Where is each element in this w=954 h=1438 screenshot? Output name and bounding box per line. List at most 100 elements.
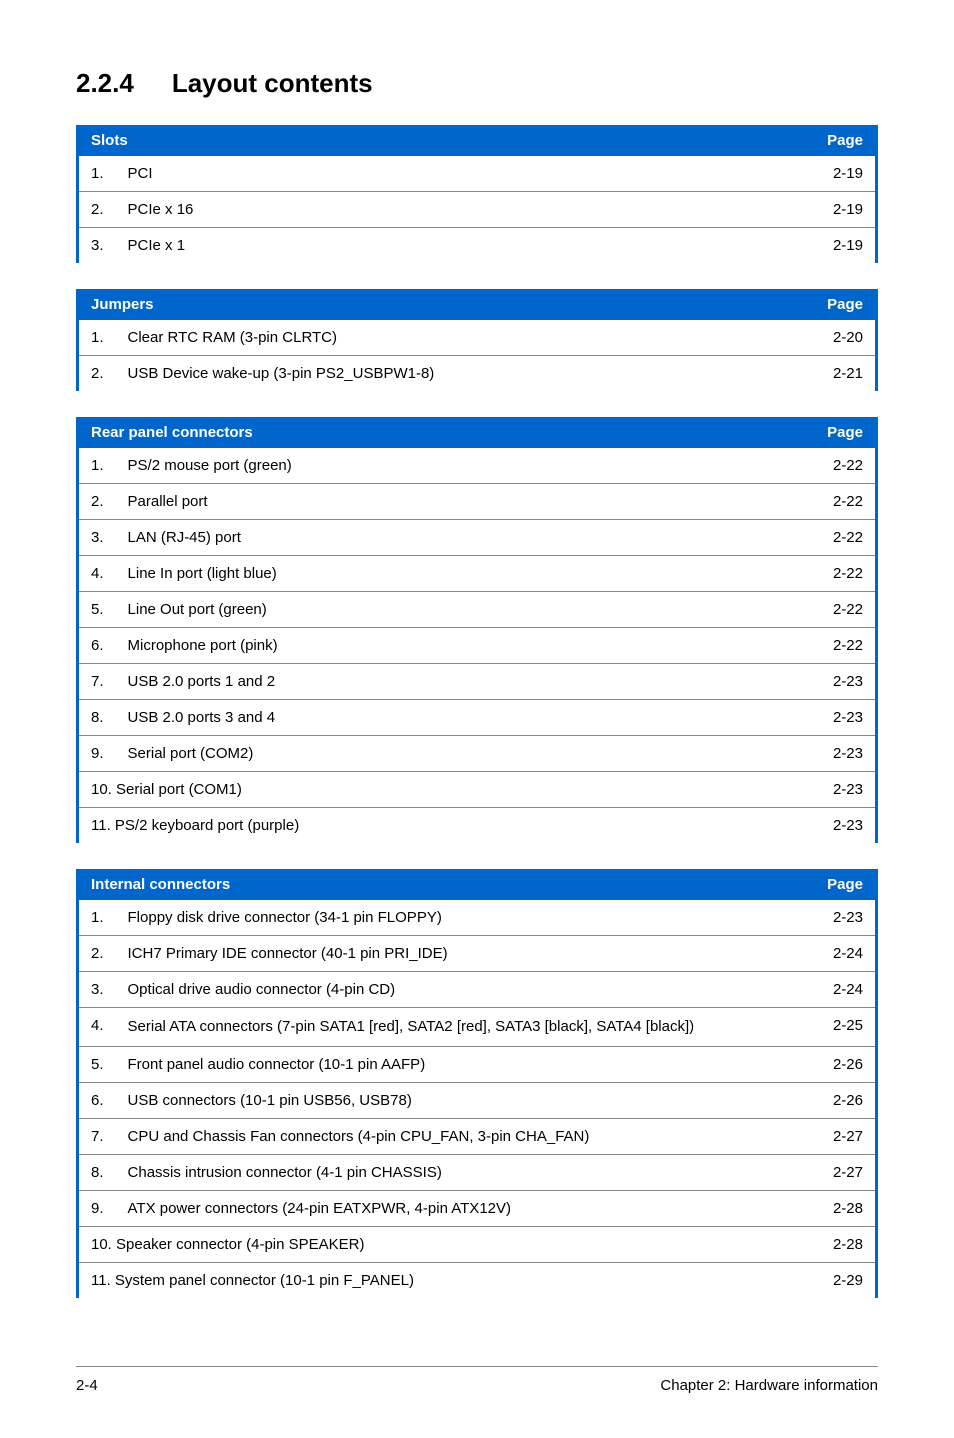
row-page: 2-25 [805,1008,875,1047]
row-label: USB 2.0 ports 3 and 4 [116,700,805,736]
table-row: 1.PCI2-19 [79,156,875,192]
internal-connectors-table: Internal connectors Page 1.Floppy disk d… [76,869,878,1298]
table-header: Slots Page [79,125,875,156]
row-num: 2. [79,936,116,972]
header-left: Slots [79,125,805,156]
row-num: 6. [79,628,116,664]
table-row: 4.Line In port (light blue)2-22 [79,556,875,592]
header-right: Page [805,125,875,156]
row-label: Optical drive audio connector (4-pin CD) [116,972,805,1008]
header-left: Jumpers [79,289,805,320]
section-number: 2.2.4 [76,68,134,99]
row-page: 2-22 [805,484,875,520]
section-title-text: Layout contents [172,68,373,98]
row-label: PCI [116,156,805,192]
table-row: 7.CPU and Chassis Fan connectors (4-pin … [79,1119,875,1155]
table-row: 6.USB connectors (10-1 pin USB56, USB78)… [79,1083,875,1119]
row-page: 2-24 [805,936,875,972]
row-num: 3. [79,972,116,1008]
row-label: Clear RTC RAM (3-pin CLRTC) [116,320,805,356]
row-label: Line In port (light blue) [116,556,805,592]
row-num: 1. [79,156,116,192]
row-page: 2-19 [805,228,875,263]
row-num: 3. [79,520,116,556]
header-right: Page [805,289,875,320]
table-row: 1.PS/2 mouse port (green)2-22 [79,448,875,484]
table-row: 9.ATX power connectors (24-pin EATXPWR, … [79,1191,875,1227]
row-label: PCIe x 1 [116,228,805,263]
row-page: 2-28 [805,1191,875,1227]
table-row: 3.Optical drive audio connector (4-pin C… [79,972,875,1008]
row-num: 1. [79,900,116,936]
row-num: 9. [79,1191,116,1227]
row-label: LAN (RJ-45) port [116,520,805,556]
row-label: PS/2 mouse port (green) [116,448,805,484]
row-page: 2-24 [805,972,875,1008]
row-label: CPU and Chassis Fan connectors (4-pin CP… [116,1119,805,1155]
row-page: 2-22 [805,448,875,484]
row-num: 8. [79,700,116,736]
row-num: 9. [79,736,116,772]
row-page: 2-23 [805,700,875,736]
table-row: 7.USB 2.0 ports 1 and 22-23 [79,664,875,700]
row-num: 5. [79,592,116,628]
table-row: 4.Serial ATA connectors (7-pin SATA1 [re… [79,1008,875,1047]
row-page: 2-23 [805,772,875,808]
row-num: 7. [79,1119,116,1155]
row-page: 2-19 [805,156,875,192]
row-page: 2-20 [805,320,875,356]
slots-table: Slots Page 1.PCI2-19 2.PCIe x 162-19 3.P… [76,125,878,263]
header-right: Page [805,869,875,900]
row-label: 10. Serial port (COM1) [79,772,805,808]
row-page: 2-23 [805,808,875,843]
row-label: Serial ATA connectors (7-pin SATA1 [red]… [116,1008,805,1047]
row-label: USB Device wake-up (3-pin PS2_USBPW1-8) [116,356,805,391]
row-label: 10. Speaker connector (4-pin SPEAKER) [79,1227,805,1263]
page-footer: 2-4 Chapter 2: Hardware information [76,1366,878,1394]
row-num: 7. [79,664,116,700]
table-row: 2.USB Device wake-up (3-pin PS2_USBPW1-8… [79,356,875,391]
row-num: 8. [79,1155,116,1191]
rear-panel-table: Rear panel connectors Page 1.PS/2 mouse … [76,417,878,843]
table-header: Internal connectors Page [79,869,875,900]
section-heading: 2.2.4 Layout contents [76,68,878,99]
row-num: 4. [79,1008,116,1047]
table-row: 8.Chassis intrusion connector (4-1 pin C… [79,1155,875,1191]
table-row: 6.Microphone port (pink)2-22 [79,628,875,664]
table-row: 11. PS/2 keyboard port (purple)2-23 [79,808,875,843]
table-header: Jumpers Page [79,289,875,320]
row-page: 2-23 [805,664,875,700]
row-page: 2-23 [805,736,875,772]
row-label: Front panel audio connector (10-1 pin AA… [116,1047,805,1083]
row-page: 2-27 [805,1155,875,1191]
row-label: Floppy disk drive connector (34-1 pin FL… [116,900,805,936]
row-label: USB 2.0 ports 1 and 2 [116,664,805,700]
table-row: 5.Line Out port (green)2-22 [79,592,875,628]
table-row: 2.PCIe x 162-19 [79,192,875,228]
row-page: 2-26 [805,1083,875,1119]
row-num: 1. [79,448,116,484]
row-label: Serial port (COM2) [116,736,805,772]
row-page: 2-28 [805,1227,875,1263]
table-row: 8.USB 2.0 ports 3 and 42-23 [79,700,875,736]
row-num: 3. [79,228,116,263]
row-num: 5. [79,1047,116,1083]
row-label: PCIe x 16 [116,192,805,228]
row-page: 2-27 [805,1119,875,1155]
row-num: 4. [79,556,116,592]
table-row: 9.Serial port (COM2)2-23 [79,736,875,772]
footer-page-number: 2-4 [76,1377,98,1394]
row-label: Line Out port (green) [116,592,805,628]
row-page: 2-19 [805,192,875,228]
table-row: 3.LAN (RJ-45) port2-22 [79,520,875,556]
row-num: 1. [79,320,116,356]
header-left: Internal connectors [79,869,805,900]
table-row: 10. Serial port (COM1)2-23 [79,772,875,808]
row-num: 2. [79,356,116,391]
row-label: ATX power connectors (24-pin EATXPWR, 4-… [116,1191,805,1227]
row-label: Microphone port (pink) [116,628,805,664]
jumpers-table: Jumpers Page 1.Clear RTC RAM (3-pin CLRT… [76,289,878,391]
row-label: 11. PS/2 keyboard port (purple) [79,808,805,843]
table-row: 2.Parallel port2-22 [79,484,875,520]
table-row: 10. Speaker connector (4-pin SPEAKER)2-2… [79,1227,875,1263]
